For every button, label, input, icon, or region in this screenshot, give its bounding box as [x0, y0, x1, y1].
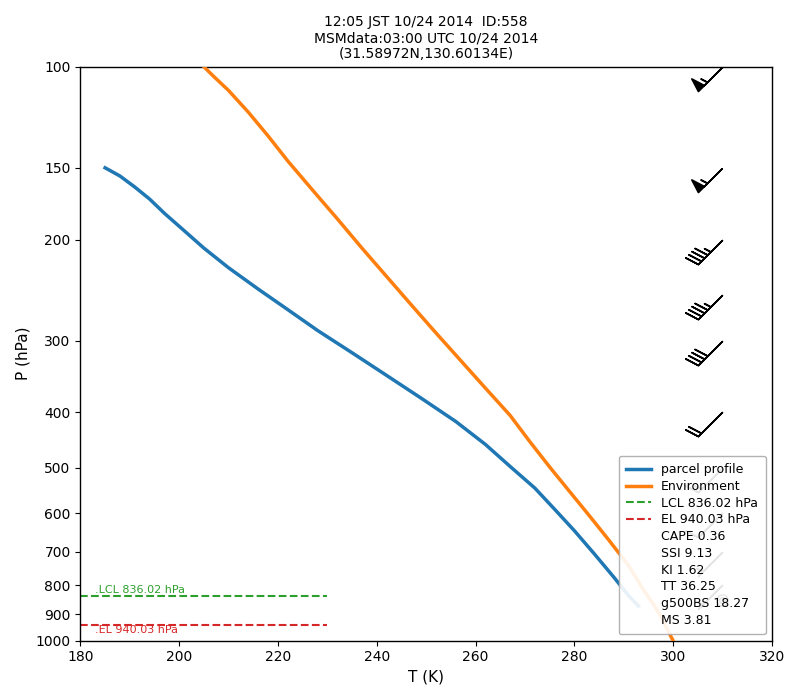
Title: 12:05 JST 10/24 2014  ID:558
MSMdata:03:00 UTC 10/24 2014
(31.58972N,130.60134E): 12:05 JST 10/24 2014 ID:558 MSMdata:03:0…	[314, 15, 538, 62]
X-axis label: T (K): T (K)	[408, 670, 444, 685]
Legend: parcel profile, Environment, LCL 836.02 hPa, EL 940.03 hPa, CAPE 0.36, SSI 9.13,: parcel profile, Environment, LCL 836.02 …	[618, 456, 766, 634]
Text: .LCL 836.02 hPa: .LCL 836.02 hPa	[95, 584, 186, 595]
Text: .EL 940.03 hPa: .EL 940.03 hPa	[95, 625, 178, 635]
Y-axis label: P (hPa): P (hPa)	[15, 327, 30, 381]
